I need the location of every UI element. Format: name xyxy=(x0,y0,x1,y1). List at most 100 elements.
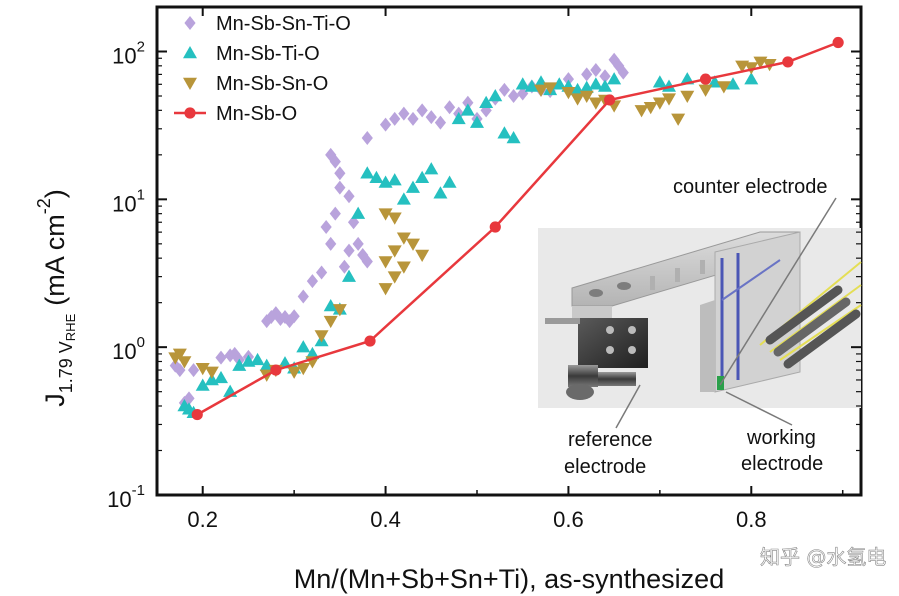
data-point-mn-sb-sn-ti-o-42 xyxy=(443,100,456,115)
data-point-mn-sb-sn-ti-o-24 xyxy=(338,259,351,274)
data-point-mn-sb-o-0 xyxy=(191,408,203,421)
reference-electrode-label-1: reference xyxy=(568,429,653,451)
data-point-mn-sb-ti-o-20 xyxy=(360,166,375,179)
data-point-mn-sb-sn-ti-o-31 xyxy=(329,154,341,169)
x-tick-label-0: 0.2 xyxy=(187,507,218,532)
data-point-mn-sb-ti-o-36 xyxy=(506,130,521,144)
x-axis-title: Mn/(Mn+Sb+Sn+Ti), as-synthesized xyxy=(294,564,724,594)
data-point-mn-sb-sn-ti-o-16 xyxy=(288,309,300,324)
data-point-mn-sb-ti-o-35 xyxy=(497,126,512,139)
data-point-mn-sb-o-6 xyxy=(782,56,794,68)
data-point-mn-sb-sn-o-37 xyxy=(698,84,713,97)
legend-entry-mn-sb-sn-ti-o: Mn-Sb-Sn-Ti-O xyxy=(184,13,351,35)
data-point-mn-sb-sn-ti-o-13 xyxy=(274,312,287,327)
data-point-mn-sb-ti-o-19 xyxy=(351,206,366,219)
data-point-mn-sb-ti-o-24 xyxy=(396,192,411,205)
data-point-mn-sb-sn-o-31 xyxy=(634,105,649,118)
y-tick-label-3: 102 xyxy=(112,39,145,69)
y-axis-title-main: J xyxy=(40,393,70,407)
legend-marker-mn-sb-sn-o xyxy=(183,77,197,90)
electrode-cell-inset xyxy=(538,197,862,429)
legend-marker-mn-sb-sn-ti-o xyxy=(184,16,196,30)
data-point-mn-sb-sn-o-19 xyxy=(406,238,420,251)
chart-marks xyxy=(168,36,844,421)
data-point-mn-sb-sn-o-24 xyxy=(543,82,558,95)
data-point-mn-sb-ti-o-31 xyxy=(460,103,475,116)
series-line-mn-sb-o xyxy=(196,41,839,416)
data-point-mn-sb-sn-ti-o-3 xyxy=(183,391,195,406)
data-point-mn-sb-sn-o-23 xyxy=(534,84,548,97)
legend-label-mn-sb-sn-ti-o: Mn-Sb-Sn-Ti-O xyxy=(216,13,351,35)
data-point-mn-sb-sn-o-20 xyxy=(415,249,430,263)
data-point-mn-sb-sn-o-17 xyxy=(378,256,393,269)
data-point-mn-sb-sn-o-7 xyxy=(287,366,302,379)
data-point-mn-sb-sn-ti-o-46 xyxy=(480,103,492,118)
data-point-mn-sb-sn-ti-o-40 xyxy=(425,110,437,125)
data-point-mn-sb-sn-ti-o-27 xyxy=(352,236,364,251)
data-point-mn-sb-sn-ti-o-25 xyxy=(343,243,355,258)
data-point-mn-sb-ti-o-34 xyxy=(488,89,503,102)
y-tick-label-0: 10-1 xyxy=(107,482,145,512)
data-point-mn-sb-ti-o-21 xyxy=(369,170,384,183)
x-tick-label-3: 0.8 xyxy=(736,507,767,532)
data-point-mn-sb-sn-ti-o-50 xyxy=(517,86,529,101)
data-point-mn-sb-sn-o-16 xyxy=(387,245,402,258)
data-point-mn-sb-sn-ti-o-35 xyxy=(379,117,392,132)
data-point-mn-sb-ti-o-25 xyxy=(406,180,420,193)
data-point-mn-sb-sn-ti-o-33 xyxy=(343,189,355,204)
data-point-mn-sb-ti-o-53 xyxy=(744,72,759,85)
data-point-mn-sb-sn-ti-o-18 xyxy=(306,274,319,289)
data-point-mn-sb-sn-o-35 xyxy=(671,113,686,126)
data-point-mn-sb-ti-o-44 xyxy=(579,80,594,93)
legend-label-mn-sb-sn-o: Mn-Sb-Sn-O xyxy=(216,73,328,95)
legend-marker-mn-sb-ti-o xyxy=(183,46,197,59)
working-electrode-label-2: electrode xyxy=(741,453,823,475)
data-point-mn-sb-ti-o-29 xyxy=(442,175,457,188)
legend-entry-mn-sb-o: Mn-Sb-O xyxy=(174,103,297,125)
data-point-mn-sb-sn-ti-o-41 xyxy=(434,115,447,130)
data-point-mn-sb-sn-o-28 xyxy=(588,97,603,110)
data-point-mn-sb-ti-o-7 xyxy=(232,358,247,371)
data-point-mn-sb-sn-ti-o-4 xyxy=(187,363,200,378)
data-point-mn-sb-ti-o-30 xyxy=(451,111,466,125)
legend-entry-mn-sb-sn-o: Mn-Sb-Sn-O xyxy=(183,73,328,95)
data-point-mn-sb-ti-o-37 xyxy=(515,77,530,90)
data-point-mn-sb-sn-o-14 xyxy=(387,212,402,225)
data-point-mn-sb-sn-ti-o-34 xyxy=(361,130,373,145)
series-mn-sb-o xyxy=(191,36,844,421)
data-point-mn-sb-sn-ti-o-29 xyxy=(361,254,373,269)
data-point-mn-sb-sn-ti-o-60 xyxy=(617,65,629,80)
data-point-mn-sb-sn-o-15 xyxy=(396,232,411,245)
data-point-mn-sb-sn-o-3 xyxy=(195,363,210,376)
x-tick-label-2: 0.6 xyxy=(553,507,584,532)
y-axis-title-close: ) xyxy=(40,189,70,198)
data-point-mn-sb-sn-ti-o-12 xyxy=(270,306,282,321)
data-point-mn-sb-ti-o-45 xyxy=(588,77,603,90)
data-point-mn-sb-o-3 xyxy=(489,221,501,233)
data-point-mn-sb-sn-ti-o-23 xyxy=(334,166,346,181)
data-point-mn-sb-sn-o-32 xyxy=(643,101,658,115)
chart-legend: Mn-Sb-Sn-Ti-O Mn-Sb-Ti-O Mn-Sb-Sn-O Mn-Sb-O xyxy=(174,13,351,125)
data-point-mn-sb-sn-ti-o-19 xyxy=(315,265,328,280)
data-point-mn-sb-sn-ti-o-5 xyxy=(215,350,227,365)
y-tick-label-2: 101 xyxy=(112,186,145,216)
data-point-mn-sb-ti-o-27 xyxy=(424,162,439,175)
data-point-mn-sb-sn-ti-o-20 xyxy=(320,219,332,234)
data-point-mn-sb-ti-o-10 xyxy=(259,358,274,371)
data-point-mn-sb-ti-o-3 xyxy=(195,378,210,391)
data-point-mn-sb-ti-o-5 xyxy=(214,370,228,384)
data-point-mn-sb-ti-o-47 xyxy=(607,72,622,85)
data-point-mn-sb-ti-o-46 xyxy=(598,79,612,92)
data-point-mn-sb-sn-ti-o-55 xyxy=(581,67,593,82)
data-point-mn-sb-sn-o-8 xyxy=(296,363,311,376)
data-point-mn-sb-sn-ti-o-1 xyxy=(174,363,186,378)
data-point-mn-sb-ti-o-28 xyxy=(433,186,448,199)
data-point-mn-sb-sn-ti-o-38 xyxy=(407,111,419,126)
data-point-mn-sb-ti-o-32 xyxy=(470,115,484,128)
data-point-mn-sb-sn-o-4 xyxy=(204,366,219,379)
data-point-mn-sb-ti-o-14 xyxy=(305,346,320,360)
data-point-mn-sb-sn-ti-o-39 xyxy=(416,103,428,118)
data-point-mn-sb-sn-o-11 xyxy=(323,315,338,329)
data-point-mn-sb-sn-o-2 xyxy=(177,356,192,369)
